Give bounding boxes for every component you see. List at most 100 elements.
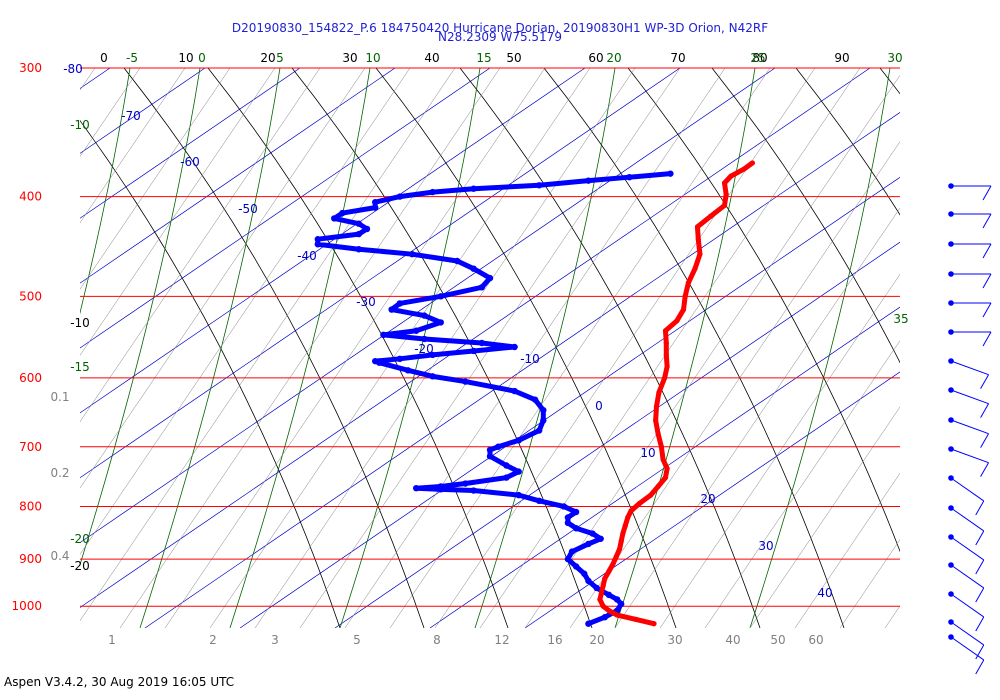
- profile-point: [601, 614, 608, 621]
- wind-barb-flag: [982, 213, 992, 229]
- mixing-ratio-label: 60: [808, 633, 823, 647]
- dry-adiabat-line: [207, 68, 509, 628]
- profile-point: [655, 483, 661, 490]
- profile-point: [664, 465, 670, 472]
- profile-point: [613, 554, 619, 560]
- temperature-tick-label: 10: [178, 51, 193, 65]
- profile-point: [721, 202, 728, 209]
- isotherm-label: -30: [356, 295, 376, 309]
- wind-barb-flag: [982, 185, 992, 201]
- theta-e-label: -15: [70, 360, 90, 374]
- profile-point: [662, 474, 669, 481]
- pressure-label: 700: [19, 440, 42, 454]
- profile-point: [618, 538, 624, 544]
- profile-point: [437, 483, 444, 490]
- moist-adiabat-line: [339, 68, 481, 628]
- isotherm-label: -70: [121, 109, 141, 123]
- theta-e-label: 25: [750, 51, 765, 65]
- mixing-ratio-label: 50: [770, 633, 785, 647]
- wind-barb-flag: [980, 462, 990, 477]
- pressure-label: 900: [19, 552, 42, 566]
- profile-point: [682, 293, 688, 299]
- dewpoint-profile: [314, 170, 674, 627]
- wind-barb-flag: [982, 273, 992, 289]
- mixing-ratio-line: [80, 68, 321, 423]
- profile-point: [372, 204, 379, 211]
- profile-point: [421, 312, 428, 319]
- profile-point: [606, 608, 612, 614]
- profile-point: [486, 446, 494, 454]
- profile-point: [372, 198, 379, 206]
- profile-point: [581, 570, 588, 577]
- profile-point: [651, 621, 657, 627]
- profile-point: [728, 173, 734, 179]
- profile-point: [593, 584, 600, 592]
- dry-adiabat-line: [795, 68, 900, 216]
- temperature-tick-label: 30: [342, 51, 357, 65]
- profile-point: [462, 480, 469, 487]
- mixing-ratio-line: [80, 68, 411, 555]
- moist-adiabat-line: [614, 68, 756, 628]
- isotherm-line: [0, 68, 15, 628]
- profile-point: [536, 182, 543, 189]
- profile-point: [536, 497, 543, 505]
- profile-point: [695, 236, 701, 242]
- profile-point: [662, 375, 668, 381]
- mixing-ratio-line: [479, 68, 861, 628]
- profile-point: [396, 300, 403, 307]
- theta-e-label: 20: [606, 51, 621, 65]
- profile-point: [536, 427, 543, 434]
- temperature-tick-label: 70: [670, 51, 685, 65]
- mixing-ratio-label: 2: [209, 633, 217, 647]
- profile-point: [606, 568, 612, 574]
- isotherm-label: 30: [758, 539, 773, 553]
- profile-point: [620, 530, 626, 537]
- profile-point: [585, 177, 592, 184]
- isotherm-line: [429, 306, 900, 628]
- profile-point: [597, 596, 603, 603]
- dry-adiabat-line: [964, 68, 1000, 628]
- profile-point: [749, 160, 756, 166]
- mixing-ratio-lines: [80, 68, 900, 628]
- pressure-label: 300: [19, 61, 42, 75]
- mixing-ratio-line: [119, 68, 501, 628]
- mixing-ratio-label: 3: [271, 633, 279, 647]
- profile-point: [585, 540, 592, 548]
- isotherm-label: -10: [520, 352, 540, 366]
- profile-point: [511, 387, 518, 395]
- profile-point: [355, 246, 362, 253]
- profile-point: [531, 396, 539, 403]
- profile-point: [396, 355, 403, 363]
- profile-point: [413, 327, 420, 334]
- mixing-ratio-line: [794, 472, 900, 628]
- isotherm-line: [80, 68, 681, 479]
- dry-adiabat-line: [123, 68, 425, 628]
- isotherm-label: 40: [817, 586, 832, 600]
- profile-point: [655, 431, 661, 437]
- isotherm-label: 10: [640, 446, 655, 460]
- mixing-ratio-line: [704, 340, 900, 628]
- profile-point: [470, 265, 477, 272]
- wind-barb-shaft: [950, 448, 989, 464]
- mixing-ratio-line: [254, 68, 636, 628]
- profile-point: [653, 417, 659, 424]
- profile-point: [396, 193, 403, 200]
- moist-adiabat-line: [474, 68, 616, 628]
- mixing-ratio-label: 0.1: [50, 390, 69, 404]
- profile-point: [633, 616, 639, 623]
- isotherm-line: [239, 176, 900, 628]
- mixing-ratio-line: [80, 68, 366, 489]
- profile-point: [503, 462, 510, 469]
- profile-point: [626, 173, 633, 181]
- wind-barb-shaft: [950, 507, 985, 532]
- mixing-ratio-label: 5: [353, 633, 361, 647]
- mixing-ratio-line: [80, 68, 456, 622]
- profile-point: [470, 487, 477, 494]
- profile-point: [600, 603, 606, 609]
- profile-point: [707, 213, 714, 219]
- wind-barb-flag: [975, 644, 985, 660]
- temperature-tick-label: 40: [424, 51, 439, 65]
- profile-point: [429, 351, 436, 359]
- mixing-ratio-line: [524, 74, 900, 628]
- profile-point: [568, 548, 576, 555]
